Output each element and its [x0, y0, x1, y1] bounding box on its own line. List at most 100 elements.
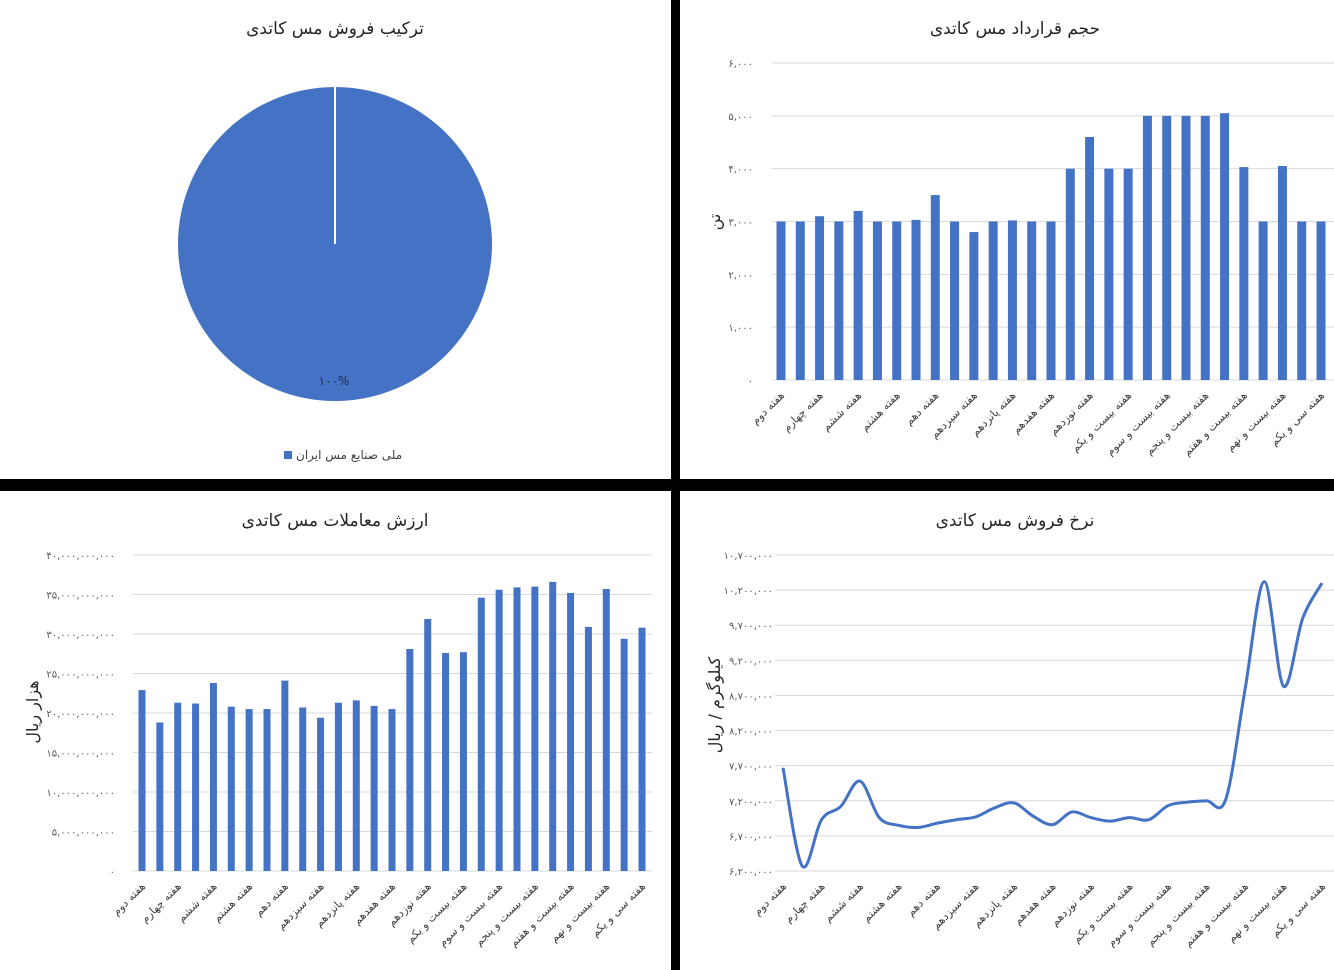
bar [513, 587, 521, 871]
y-tick-label: ۳۵,۰۰۰,۰۰۰,۰۰۰ [46, 591, 115, 602]
bar [1239, 167, 1249, 380]
value-chart-panel: ارزش معاملات مس کاتدی هزار ریال ۰ ۵,۰۰۰,۰… [0, 491, 671, 970]
bar [352, 700, 360, 871]
bar [459, 652, 467, 871]
y-tick-label: ۴۰,۰۰۰,۰۰۰,۰۰۰ [46, 551, 115, 562]
y-tick-label: ۰ [110, 867, 115, 878]
bar [1220, 113, 1230, 381]
bar [988, 221, 998, 380]
bar [442, 652, 450, 871]
bar [227, 706, 235, 871]
pie-data-label: ۱۰۰% [319, 374, 350, 388]
x-tick-label: هفته چهارم [780, 389, 826, 435]
legend-label: ملی صنایع مس ایران [296, 448, 402, 463]
line-series [781, 580, 1324, 869]
bar [584, 626, 592, 871]
bar [638, 627, 646, 871]
bar [281, 680, 289, 871]
bar [174, 702, 182, 871]
y-tick-label: ۱۵,۰۰۰,۰۰۰,۰۰۰ [46, 749, 115, 760]
bar [1046, 221, 1056, 380]
y-tick-label: ۶,۷۰۰,۰۰۰ [729, 832, 773, 843]
x-tick-label: هفته ششم [819, 389, 864, 434]
x-tick-label: هفته هشتم [858, 389, 903, 434]
bar [1027, 221, 1037, 380]
bar [1316, 221, 1326, 380]
x-tick-label: هفته دهم [904, 880, 943, 919]
y-tick-label: ۳۰,۰۰۰,۰۰۰,۰۰۰ [46, 630, 115, 641]
bar [549, 581, 557, 871]
x-tick-label: هفته ششم [821, 880, 866, 925]
bar [602, 588, 610, 871]
bar [1277, 166, 1287, 380]
bar [156, 722, 164, 871]
x-tick-label: هفته دوم [749, 389, 787, 427]
y-tick-label: ۲۰,۰۰۰,۰۰۰,۰۰۰ [46, 709, 115, 720]
y-axis-label: کیلوگرم / ریال [705, 656, 725, 753]
y-tick-label: ۸,۷۰۰,۰۰۰ [729, 691, 773, 702]
x-tick-label: هفته دهم [902, 389, 941, 428]
bar [477, 597, 485, 871]
bar [620, 638, 628, 871]
chart-title: نرخ فروش مس کاتدی [936, 511, 1095, 531]
legend-swatch [284, 451, 292, 459]
y-tick-label: ۶,۰۰۰ [728, 59, 753, 70]
bar [334, 702, 342, 871]
x-tick-label: هفته هشتم [210, 880, 255, 925]
x-tick-label: هفته بیست و پنجم [472, 880, 541, 949]
bar [138, 690, 146, 871]
bar [815, 216, 825, 380]
bar [872, 221, 882, 380]
bar [853, 210, 863, 380]
bar [1085, 136, 1095, 380]
bar [495, 589, 503, 871]
bar [834, 221, 844, 380]
y-tick-label: ۳,۰۰۰ [728, 218, 753, 229]
bar [950, 221, 960, 380]
bar [776, 221, 786, 380]
bar [192, 703, 200, 871]
y-tick-label: ۷,۲۰۰,۰۰۰ [729, 797, 773, 808]
y-tick-label: ۱۰,۲۰۰,۰۰۰ [724, 586, 773, 597]
bar [263, 709, 271, 871]
chart-title: حجم قرارداد مس کاتدی [930, 19, 1100, 39]
bar [930, 195, 940, 380]
bar [1104, 168, 1114, 380]
y-tick-label: ۵,۰۰۰ [728, 112, 753, 123]
value-bar-chart: ارزش معاملات مس کاتدی هزار ریال ۰ ۵,۰۰۰,۰… [23, 511, 652, 950]
x-tick-label: هفته بیست و سوم [436, 880, 506, 950]
bar [531, 586, 539, 871]
bar [1065, 168, 1075, 380]
volume-bar-chart: حجم قرارداد مس کاتدی تن ۰ ۱,۰۰۰ ۲,۰۰۰ ۳,۰۰۰… [705, 19, 1334, 459]
bar [892, 221, 902, 380]
bar [406, 649, 414, 871]
price-line-chart: نرخ فروش مس کاتدی کیلوگرم / ریال ۶,۲۰۰,۰… [705, 511, 1334, 950]
bar [370, 705, 378, 871]
x-tick-label: هفته بیست و هفتم [507, 880, 577, 950]
bar [317, 717, 325, 871]
bar [1123, 168, 1133, 380]
y-tick-label: ۲۵,۰۰۰,۰۰۰,۰۰۰ [46, 670, 115, 681]
bar [388, 709, 396, 871]
y-tick-label: ۵,۰۰۰,۰۰۰,۰۰۰ [52, 828, 115, 839]
bar [969, 232, 979, 380]
y-axis-label: تن [705, 214, 725, 231]
chart-title: ترکیب فروش مس کاتدی [246, 19, 424, 39]
bar [1162, 115, 1172, 380]
y-tick-label: ۱,۰۰۰ [728, 323, 753, 334]
y-tick-label: ۱۰,۷۰۰,۰۰۰ [724, 551, 773, 562]
y-tick-label: ۲,۰۰۰ [728, 270, 753, 281]
y-tick-label: ۷,۷۰۰,۰۰۰ [729, 762, 773, 773]
price-chart-panel: نرخ فروش مس کاتدی کیلوگرم / ریال ۶,۲۰۰,۰… [680, 491, 1334, 970]
x-tick-label: هفته چهارم [782, 880, 828, 926]
volume-chart-panel: حجم قرارداد مس کاتدی تن ۰ ۱,۰۰۰ ۲,۰۰۰ ۳,۰۰۰… [680, 0, 1334, 479]
bar [1181, 115, 1191, 380]
x-tick-label: هفته دوم [751, 880, 789, 918]
bar [1258, 221, 1268, 380]
y-axis-label: هزار ریال [23, 680, 43, 743]
bar [209, 682, 217, 871]
bar [567, 592, 575, 871]
bar [1200, 115, 1210, 380]
chart-title: ارزش معاملات مس کاتدی [242, 511, 429, 531]
bar [1297, 221, 1307, 380]
